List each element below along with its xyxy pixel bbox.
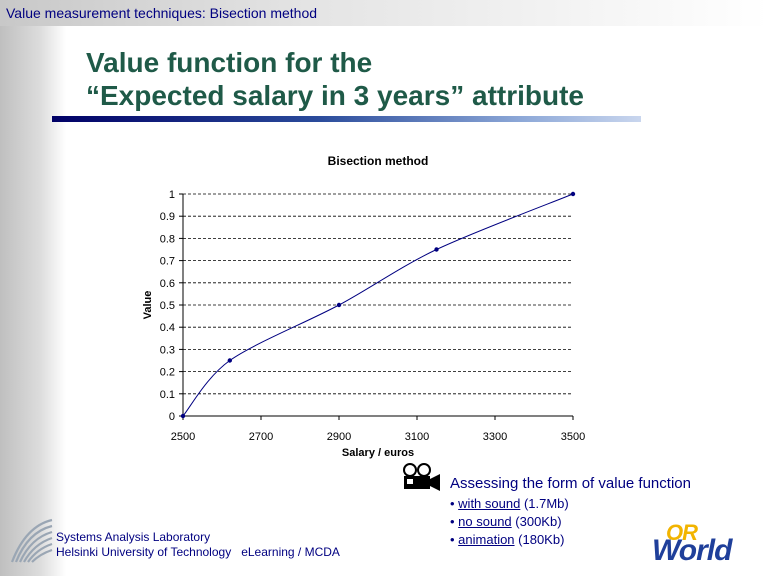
title-underline bbox=[52, 116, 641, 122]
y-tick-label: 0.2 bbox=[160, 367, 175, 379]
y-tick-label: 0.3 bbox=[160, 344, 175, 356]
list-item: • no sound (300Kb) bbox=[450, 513, 750, 531]
data-point bbox=[336, 302, 342, 308]
file-size: (180Kb) bbox=[514, 532, 565, 547]
animation-link[interactable]: animation bbox=[458, 532, 515, 547]
orworld-logo-icon: OR World bbox=[648, 520, 760, 570]
y-tick-label: 0.1 bbox=[160, 389, 175, 401]
y-tick-label: 0.6 bbox=[160, 278, 175, 290]
slide-title-line1: Value function for the bbox=[86, 47, 373, 78]
file-size: (1.7Mb) bbox=[520, 496, 569, 511]
header-bar bbox=[0, 0, 768, 26]
bullet: • bbox=[450, 496, 459, 511]
y-tick-label: 1 bbox=[169, 189, 175, 201]
data-point bbox=[180, 413, 186, 419]
assessment-title: Assessing the form of value function bbox=[450, 475, 691, 492]
assessment-block: Assessing the form of value function • w… bbox=[450, 475, 750, 549]
sidebar-gradient bbox=[0, 0, 66, 576]
chart-title: Bisection method bbox=[328, 154, 429, 168]
footer: Systems Analysis Laboratory Helsinki Uni… bbox=[56, 530, 340, 560]
x-axis-label: Salary / euros bbox=[342, 447, 414, 459]
x-tick-label: 2500 bbox=[171, 431, 195, 443]
x-tick-label: 2700 bbox=[249, 431, 273, 443]
hut-logo-icon bbox=[10, 518, 53, 563]
with-sound-link[interactable]: with sound bbox=[458, 496, 521, 511]
slide-title: Value function for the “Expected salary … bbox=[86, 46, 584, 112]
data-point bbox=[227, 358, 232, 363]
assessment-links: • with sound (1.7Mb) • no sound (300Kb) … bbox=[450, 495, 750, 549]
footer-lab: Systems Analysis Laboratory bbox=[56, 530, 211, 544]
video-camera-icon[interactable] bbox=[398, 462, 442, 492]
y-axis-label: Value bbox=[142, 291, 154, 320]
file-size: (300Kb) bbox=[511, 514, 562, 529]
footer-university: Helsinki University of Technology bbox=[56, 545, 232, 559]
y-tick-label: 0.9 bbox=[160, 211, 175, 223]
no-sound-link[interactable]: no sound bbox=[458, 514, 512, 529]
x-tick-label: 2900 bbox=[327, 431, 351, 443]
data-point bbox=[434, 247, 439, 252]
y-tick-label: 0 bbox=[169, 411, 175, 423]
y-tick-label: 0.4 bbox=[160, 322, 175, 334]
bullet: • bbox=[450, 514, 459, 529]
section-title: Value measurement techniques: Bisection … bbox=[6, 5, 318, 21]
footer-university-line: Helsinki University of Technology eLearni… bbox=[56, 545, 340, 560]
footer-course: eLearning / MCDA bbox=[241, 545, 340, 559]
bullet: • bbox=[450, 532, 459, 547]
orworld-or-text: OR bbox=[666, 520, 698, 545]
y-tick-label: 0.5 bbox=[160, 300, 175, 312]
x-tick-label: 3500 bbox=[561, 431, 585, 443]
list-item: • animation (180Kb) bbox=[450, 531, 750, 549]
orworld-world-text: World bbox=[652, 534, 732, 567]
series-line bbox=[182, 193, 574, 417]
slide-title-line2: “Expected salary in 3 years” attribute bbox=[86, 80, 584, 111]
x-tick-label: 3300 bbox=[483, 431, 507, 443]
x-tick-label: 3100 bbox=[405, 431, 429, 443]
y-tick-label: 0.8 bbox=[160, 233, 175, 245]
y-tick-label: 0.7 bbox=[160, 256, 175, 268]
data-point bbox=[570, 191, 576, 197]
list-item: • with sound (1.7Mb) bbox=[450, 495, 750, 513]
